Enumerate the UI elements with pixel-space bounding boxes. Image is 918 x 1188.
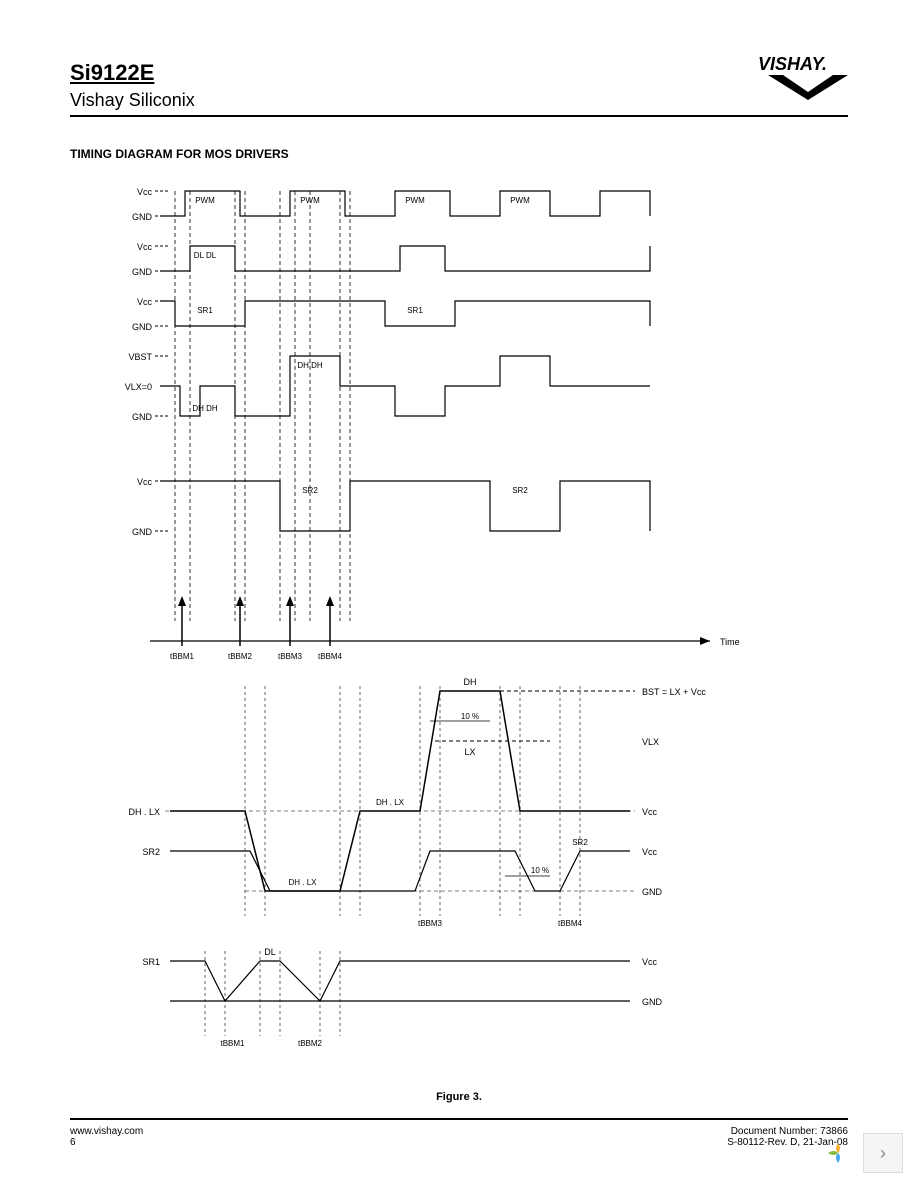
svg-text:LX: LX <box>464 747 475 757</box>
page-header: Si9122E Vishay Siliconix VISHAY. <box>70 60 848 117</box>
svg-text:SR1: SR1 <box>142 957 160 967</box>
svg-text:PWM: PWM <box>195 196 215 205</box>
svg-text:GND: GND <box>132 412 153 422</box>
svg-text:tBBM1: tBBM1 <box>170 652 195 661</box>
footer-website: www.vishay.com <box>70 1126 143 1137</box>
footer-left: www.vishay.com 6 <box>70 1126 143 1148</box>
svg-text:tBBM2: tBBM2 <box>298 1039 323 1048</box>
svg-text:GND: GND <box>132 527 153 537</box>
svg-text:tBBM2: tBBM2 <box>228 652 253 661</box>
svg-text:Vcc: Vcc <box>137 242 153 252</box>
svg-text:Vcc: Vcc <box>137 187 153 197</box>
svg-text:VLX=0: VLX=0 <box>125 382 152 392</box>
timing-diagram-2: DH . LX SR2 DH LX 10 % 10 % DH . LX DH . LX SR2 B… <box>110 671 870 1071</box>
svg-text:Vcc: Vcc <box>642 847 658 857</box>
svg-text:tBBM3: tBBM3 <box>418 919 443 928</box>
svg-text:DH . LX: DH . LX <box>128 807 160 817</box>
footer-page-number: 6 <box>70 1137 143 1148</box>
timing-diagram-1: VccGNDPWMPWMPWMPWMVccGNDDL DLVccGNDSR1SR… <box>110 171 870 671</box>
svg-text:Vcc: Vcc <box>137 477 153 487</box>
svg-text:GND: GND <box>132 267 153 277</box>
section-title: TIMING DIAGRAM FOR MOS DRIVERS <box>70 147 848 161</box>
svg-text:DH DH: DH DH <box>192 404 218 413</box>
svg-text:SR2: SR2 <box>512 486 528 495</box>
svg-text:SR2: SR2 <box>142 847 160 857</box>
company-name: Vishay Siliconix <box>70 90 848 111</box>
svg-text:DL DL: DL DL <box>194 251 217 260</box>
svg-text:tBBM4: tBBM4 <box>318 652 343 661</box>
figure-caption: Figure 3. <box>70 1091 848 1103</box>
svg-text:VBST: VBST <box>128 352 152 362</box>
svg-text:PWM: PWM <box>405 196 425 205</box>
svg-text:Vcc: Vcc <box>642 807 658 817</box>
svg-text:DH: DH <box>464 677 477 687</box>
svg-text:GND: GND <box>132 322 153 332</box>
svg-text:BST = LX + Vcc: BST = LX + Vcc <box>642 687 706 697</box>
page-footer: www.vishay.com 6 Document Number: 73866 … <box>70 1118 848 1148</box>
viewer-logo-icon <box>818 1133 858 1173</box>
svg-text:GND: GND <box>642 997 663 1007</box>
svg-text:PWM: PWM <box>510 196 530 205</box>
svg-text:GND: GND <box>642 887 663 897</box>
vishay-logo: VISHAY. <box>748 50 868 105</box>
svg-text:tBBM3: tBBM3 <box>278 652 303 661</box>
svg-text:SR1: SR1 <box>407 306 423 315</box>
svg-text:DL: DL <box>264 947 276 957</box>
datasheet-page: Si9122E Vishay Siliconix VISHAY. TIMING … <box>0 0 918 1188</box>
next-page-button[interactable]: › <box>863 1133 903 1173</box>
svg-text:tBBM4: tBBM4 <box>558 919 583 928</box>
svg-text:10 %: 10 % <box>531 866 549 875</box>
svg-text:Vcc: Vcc <box>642 957 658 967</box>
svg-text:DH . LX: DH . LX <box>376 798 405 807</box>
svg-text:SR2: SR2 <box>572 838 588 847</box>
svg-text:Time: Time <box>720 637 740 647</box>
svg-text:tBBM1: tBBM1 <box>220 1039 245 1048</box>
svg-text:VLX: VLX <box>642 737 659 747</box>
svg-text:SR1: SR1 <box>197 306 213 315</box>
logo-text: VISHAY. <box>758 54 827 74</box>
svg-text:10 %: 10 % <box>461 712 479 721</box>
svg-text:DH . LX: DH . LX <box>288 878 317 887</box>
chevron-right-icon: › <box>880 1143 886 1164</box>
svg-text:Vcc: Vcc <box>137 297 153 307</box>
part-number: Si9122E <box>70 60 848 86</box>
svg-text:GND: GND <box>132 212 153 222</box>
